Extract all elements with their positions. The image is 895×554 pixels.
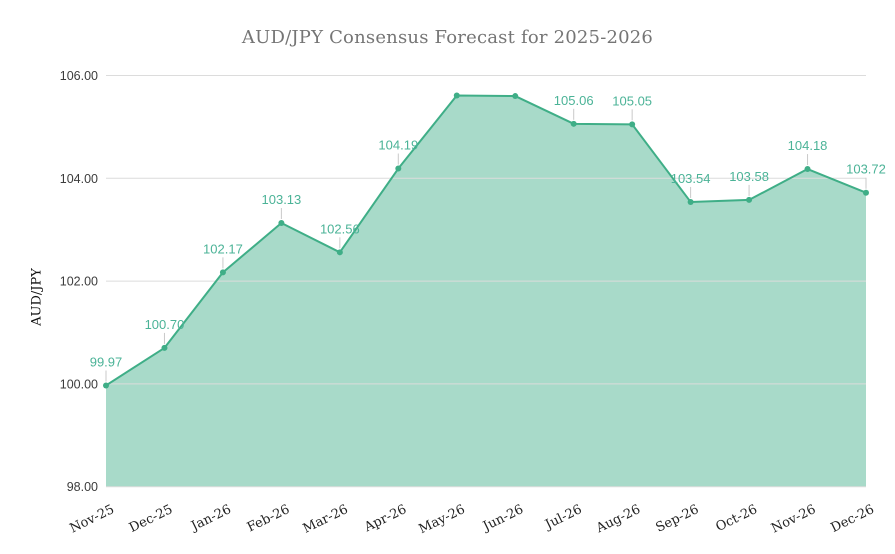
x-tick: Dec-26: [829, 502, 877, 536]
x-tick-label: Feb-26: [245, 502, 292, 535]
x-tick-label: May-26: [417, 502, 468, 537]
x-tick: Mar-26: [301, 502, 351, 537]
x-tick-label: Mar-26: [301, 502, 351, 537]
x-tick-label: Jul-26: [541, 502, 584, 533]
point-label: 102.17: [203, 241, 243, 256]
data-point[interactable]: [570, 120, 577, 127]
chart-title: AUD/JPY Consensus Forecast for 2025-2026: [241, 27, 654, 48]
data-point[interactable]: [103, 382, 109, 389]
x-tick: Nov-26: [769, 502, 818, 536]
x-tick: Jan-26: [187, 502, 233, 535]
data-point[interactable]: [336, 249, 343, 256]
data-point[interactable]: [161, 344, 168, 351]
data-point[interactable]: [863, 189, 869, 196]
data-point[interactable]: [512, 93, 519, 100]
data-point[interactable]: [219, 269, 226, 276]
x-tick-label: Dec-25: [127, 502, 175, 536]
point-label: 103.13: [262, 192, 302, 207]
x-tick-label: Aug-26: [593, 502, 643, 537]
x-tick: Nov-25: [67, 502, 116, 536]
data-point[interactable]: [687, 198, 694, 205]
y-tick-label: 102.00: [60, 275, 98, 289]
point-label: 104.18: [788, 138, 828, 153]
x-tick: Jul-26: [541, 502, 584, 533]
point-label: 103.54: [671, 171, 711, 186]
y-tick-label: 106.00: [60, 69, 98, 83]
x-tick-label: Oct-26: [714, 502, 760, 535]
data-point[interactable]: [804, 166, 811, 173]
point-label: 102.56: [320, 221, 360, 236]
x-tick: Apr-26: [361, 502, 409, 536]
point-label: 103.72: [846, 162, 886, 177]
x-tick-label: Sep-26: [654, 502, 702, 536]
point-label: 105.05: [612, 93, 652, 108]
y-tick-label: 104.00: [60, 172, 98, 186]
data-point[interactable]: [746, 196, 753, 203]
y-tick-label: 98.00: [67, 480, 98, 494]
x-tick: Aug-26: [593, 502, 643, 537]
x-tick-label: Jan-26: [187, 502, 233, 535]
area-fill: [106, 95, 866, 487]
data-point[interactable]: [453, 92, 460, 99]
point-label: 100.70: [145, 317, 185, 332]
point-label: 99.97: [90, 354, 123, 369]
data-point[interactable]: [395, 165, 402, 172]
y-tick-label: 100.00: [60, 377, 98, 391]
x-tick: Sep-26: [654, 502, 702, 536]
x-tick-label: Nov-26: [769, 502, 818, 536]
x-tick: May-26: [417, 502, 468, 537]
point-label: 105.06: [554, 93, 594, 108]
x-tick-label: Nov-25: [67, 502, 116, 536]
x-tick-label: Jun-26: [479, 502, 526, 535]
x-tick-label: Apr-26: [361, 502, 409, 536]
data-point[interactable]: [629, 121, 636, 128]
trend-line: [105, 94, 867, 387]
x-tick: Jun-26: [479, 502, 526, 535]
data-point[interactable]: [278, 220, 285, 227]
x-tick: Feb-26: [245, 502, 292, 535]
y-axis-title-text: AUD/JPY: [29, 268, 45, 326]
point-label: 104.19: [378, 138, 418, 153]
x-tick: Oct-26: [714, 502, 760, 535]
x-tick-label: Dec-26: [829, 502, 877, 536]
point-label: 103.58: [729, 169, 769, 184]
x-tick: Dec-25: [127, 502, 175, 536]
